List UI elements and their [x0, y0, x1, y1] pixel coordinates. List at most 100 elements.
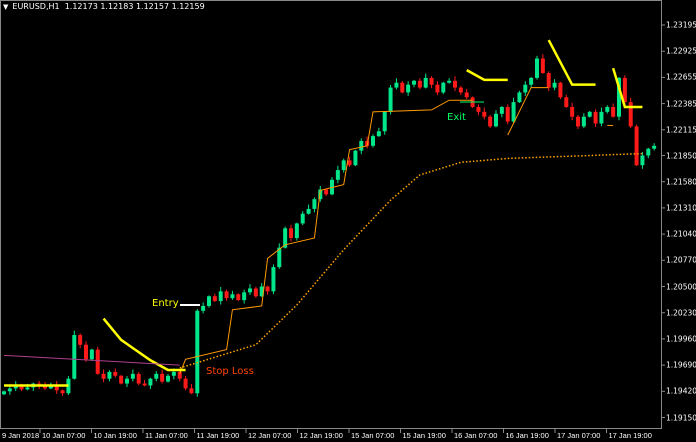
- exit-label: Exit: [447, 112, 466, 123]
- time-tick-label: 16 Jan 07:00: [454, 431, 498, 440]
- candle: [517, 90, 522, 104]
- price-tick-label: 1.22925: [666, 46, 696, 56]
- candle-body: [376, 131, 381, 137]
- candle-body: [171, 371, 176, 376]
- candle-body: [423, 77, 428, 88]
- candle-body: [306, 208, 311, 214]
- candle-body: [581, 116, 586, 127]
- candle-body: [341, 160, 346, 171]
- candle: [529, 77, 534, 88]
- candle: [166, 374, 170, 383]
- price-tick-label: 1.20770: [666, 255, 696, 265]
- candle-body: [277, 247, 282, 268]
- candle-body: [294, 223, 299, 238]
- candle: [201, 302, 206, 314]
- candle: [576, 114, 580, 130]
- candle-body: [130, 373, 135, 379]
- candle-body: [529, 77, 534, 85]
- candle-body: [224, 291, 229, 299]
- candle-body: [300, 213, 305, 224]
- candle: [72, 330, 77, 380]
- candle: [546, 71, 551, 92]
- candle-body: [564, 97, 569, 107]
- candle: [54, 381, 59, 394]
- chart-frame: [0, 0, 662, 429]
- candle: [581, 113, 586, 129]
- axis-ticks: [39, 24, 665, 433]
- candle-body: [154, 373, 159, 379]
- price-tick-label: 1.19690: [666, 360, 696, 370]
- candle-body: [54, 384, 59, 391]
- candle-body: [347, 160, 352, 166]
- candle: [2, 390, 6, 396]
- candle: [652, 143, 657, 151]
- price-tick-label: 1.21580: [666, 177, 696, 187]
- candle-body: [119, 375, 124, 384]
- candle-body: [540, 58, 545, 74]
- candle-body: [640, 155, 645, 166]
- candle: [359, 138, 364, 155]
- candle-body: [517, 92, 522, 103]
- candle: [242, 289, 247, 304]
- candle-body: [576, 116, 580, 127]
- candle-body: [499, 106, 504, 114]
- candle: [300, 211, 305, 226]
- candle-body: [253, 288, 258, 297]
- candle-body: [482, 111, 487, 117]
- candle-body: [324, 189, 329, 195]
- candle-body: [43, 386, 47, 389]
- candle-body: [587, 111, 592, 117]
- candle: [277, 243, 282, 269]
- candle: [564, 94, 569, 108]
- candle: [441, 81, 446, 95]
- candle: [423, 73, 428, 89]
- candle-body: [60, 390, 65, 394]
- dropdown-triangle-icon[interactable]: ▼: [3, 3, 9, 11]
- candle: [640, 152, 645, 169]
- candle-body: [652, 145, 657, 149]
- candle-body: [283, 228, 288, 248]
- candle: [324, 188, 329, 197]
- candle-body: [535, 58, 539, 78]
- candle: [628, 97, 633, 129]
- signal-line: [611, 67, 643, 109]
- candle-body: [166, 375, 170, 382]
- ma-purple-line: [3, 354, 180, 366]
- price-tick-label: 1.19960: [666, 334, 696, 344]
- candle-body: [511, 102, 516, 122]
- candle: [558, 81, 563, 100]
- candle: [195, 309, 200, 397]
- candle-body: [371, 136, 375, 146]
- time-tick-label: 16 Jan 19:00: [505, 431, 549, 440]
- candle: [570, 102, 575, 121]
- candle-body: [359, 140, 364, 151]
- candle: [218, 287, 223, 305]
- candle: [60, 389, 65, 396]
- candle-body: [605, 106, 610, 112]
- candle: [587, 110, 592, 118]
- candle-body: [570, 106, 575, 117]
- candle: [347, 156, 352, 167]
- trail-line: [179, 99, 473, 375]
- candle-body: [183, 378, 188, 389]
- candle-body: [646, 148, 651, 156]
- candle: [101, 369, 106, 383]
- candle-body: [382, 111, 387, 132]
- candle-body: [523, 84, 528, 93]
- candle-body: [25, 387, 30, 390]
- candle-body: [617, 77, 621, 117]
- signal-line: [466, 69, 508, 82]
- candle: [125, 376, 129, 388]
- candle-body: [417, 80, 422, 88]
- candle: [523, 81, 528, 96]
- candle-body: [160, 373, 165, 382]
- time-tick-label: 10 Jan 07:00: [42, 431, 86, 440]
- candle-body: [335, 170, 340, 180]
- candle-body: [230, 294, 235, 299]
- candle-body: [248, 288, 252, 293]
- candle: [148, 377, 153, 389]
- signal-line: [102, 317, 186, 372]
- candle: [183, 376, 188, 391]
